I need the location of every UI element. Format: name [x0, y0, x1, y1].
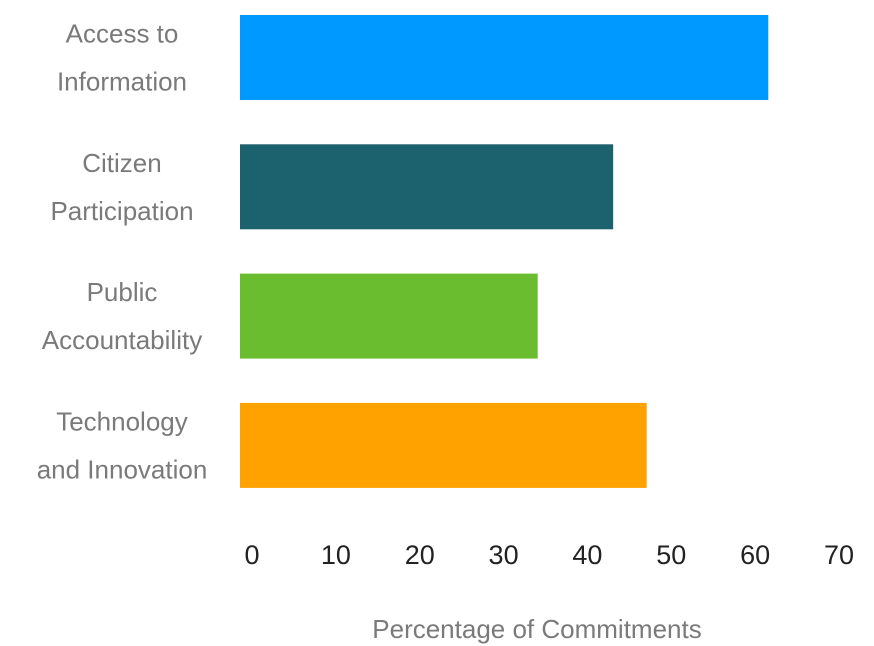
- x-tick-label: 20: [405, 540, 435, 570]
- x-tick-label: 40: [572, 540, 602, 570]
- x-tick-label: 30: [489, 540, 519, 570]
- bar: [240, 402, 647, 488]
- bar: [240, 15, 769, 100]
- x-axis-ticks: 0 10 20 30 40 50 60 70: [244, 540, 854, 570]
- category-label-line: Access to: [66, 19, 179, 49]
- category-label-line: Citizen: [82, 148, 161, 178]
- category-label-line: Information: [57, 67, 187, 97]
- category-label-line: Public: [87, 277, 158, 307]
- category-label-line: Participation: [50, 196, 193, 226]
- bars-layer: [240, 15, 769, 488]
- category-label: Public Accountability: [42, 277, 202, 355]
- category-label-line: Technology: [56, 406, 188, 436]
- category-label: Citizen Participation: [50, 148, 193, 226]
- x-tick-label: 70: [824, 540, 854, 570]
- category-label: Technology and Innovation: [37, 406, 208, 484]
- x-tick-label: 10: [321, 540, 351, 570]
- x-tick-label: 60: [740, 540, 770, 570]
- category-label: Access to Information: [57, 19, 187, 97]
- x-tick-label: 0: [244, 540, 259, 570]
- category-label-line: Accountability: [42, 325, 202, 355]
- x-tick-label: 50: [656, 540, 686, 570]
- category-label-line: and Innovation: [37, 454, 208, 484]
- x-axis-title: Percentage of Commitments: [372, 614, 701, 644]
- bar: [240, 144, 614, 230]
- bar: [240, 273, 538, 359]
- category-labels: Access to Information Citizen Participation…: [37, 19, 208, 485]
